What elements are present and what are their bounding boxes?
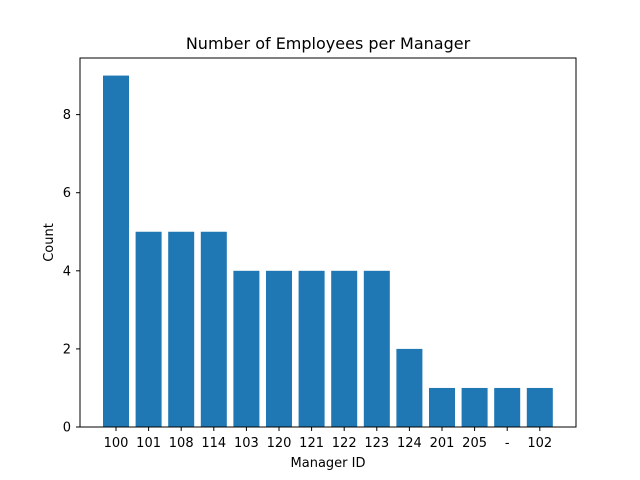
bar-3 bbox=[200, 231, 227, 427]
x-tick-label: 101 bbox=[136, 436, 161, 451]
x-axis: 100 101 108 114 103 120 121 122 123 124 201 205 - 102 bbox=[104, 427, 552, 451]
bar-4 bbox=[233, 270, 260, 427]
bar-13 bbox=[526, 387, 553, 427]
x-tick-label: 108 bbox=[169, 436, 194, 451]
y-tick-label: 4 bbox=[63, 264, 71, 279]
bar-7 bbox=[331, 270, 358, 427]
bar-0 bbox=[103, 75, 129, 427]
plot-frame bbox=[79, 57, 577, 428]
bar-10 bbox=[429, 387, 455, 427]
y-tick-label: 2 bbox=[63, 342, 71, 357]
bar-1 bbox=[135, 231, 162, 427]
bar-2 bbox=[168, 231, 195, 427]
x-tick-label: 121 bbox=[299, 436, 324, 451]
x-tick-label: 205 bbox=[462, 436, 487, 451]
chart-title: Number of Employees per Manager bbox=[186, 34, 471, 53]
x-tick-label: 102 bbox=[527, 436, 552, 451]
bar-8 bbox=[363, 270, 390, 427]
y-axis-label: Count bbox=[42, 223, 57, 262]
x-axis-label: Manager ID bbox=[291, 456, 366, 471]
x-tick-label: 201 bbox=[430, 436, 455, 451]
bar-12 bbox=[494, 387, 521, 427]
bars-group bbox=[103, 75, 553, 427]
bar-5 bbox=[266, 270, 292, 427]
bar-11 bbox=[461, 387, 488, 427]
y-tick-label: 6 bbox=[63, 186, 71, 201]
x-tick-label: - bbox=[505, 436, 510, 451]
x-tick-label: 124 bbox=[397, 436, 422, 451]
y-axis: 0 2 4 6 8 bbox=[63, 108, 80, 436]
x-tick-label: 100 bbox=[104, 436, 129, 451]
y-tick-label: 8 bbox=[63, 108, 71, 123]
x-tick-label: 114 bbox=[201, 436, 226, 451]
y-tick-label: 0 bbox=[63, 421, 71, 436]
bar-9 bbox=[396, 348, 423, 427]
x-tick-label: 123 bbox=[364, 436, 389, 451]
x-tick-label: 120 bbox=[267, 436, 292, 451]
bar-6 bbox=[298, 270, 325, 427]
x-tick-label: 103 bbox=[234, 436, 259, 451]
x-tick-label: 122 bbox=[332, 436, 357, 451]
